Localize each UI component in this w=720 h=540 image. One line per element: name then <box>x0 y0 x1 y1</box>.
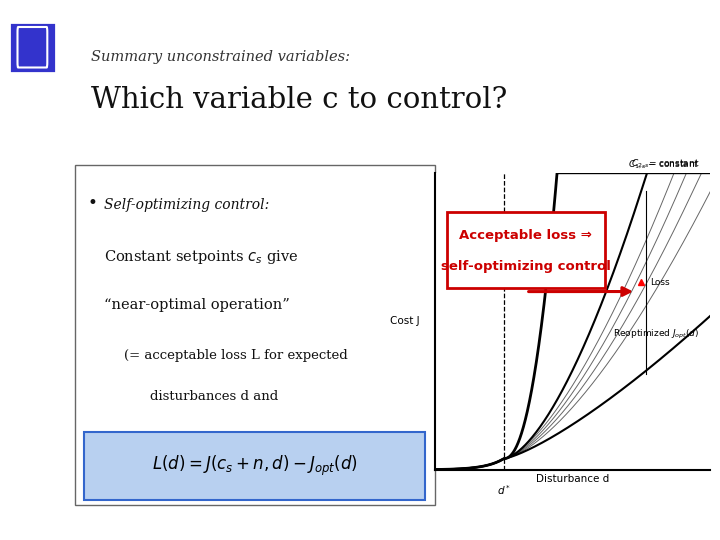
Text: $C_{2,s}$= constant: $C_{2,s}$= constant <box>631 158 699 170</box>
FancyBboxPatch shape <box>75 165 435 505</box>
FancyBboxPatch shape <box>17 27 48 68</box>
X-axis label: Disturbance d: Disturbance d <box>536 474 609 484</box>
Text: Summary unconstrained variables:: Summary unconstrained variables: <box>91 50 350 64</box>
Text: $L(d) = J(c_s + n, d) - J_{opt}(d)$: $L(d) = J(c_s + n, d) - J_{opt}(d)$ <box>152 454 358 478</box>
Text: Which variable c to control?: Which variable c to control? <box>91 86 508 114</box>
Text: Constant setpoints $c_s$ give: Constant setpoints $c_s$ give <box>104 247 299 266</box>
FancyBboxPatch shape <box>84 432 426 500</box>
Text: (= acceptable loss L for expected: (= acceptable loss L for expected <box>124 349 348 362</box>
Text: Self-optimizing control:: Self-optimizing control: <box>104 198 269 212</box>
Text: NTNU: NTNU <box>23 190 42 242</box>
Text: self-optimizing control: self-optimizing control <box>441 260 611 273</box>
Text: $d^*$: $d^*$ <box>497 483 511 497</box>
Text: •: • <box>88 193 98 212</box>
Text: $C_{1,s}$ − constant: $C_{1,s}$ − constant <box>628 159 699 171</box>
Text: Reoptimized $J_{opt}(d)$: Reoptimized $J_{opt}(d)$ <box>613 328 699 341</box>
Text: 48: 48 <box>24 507 40 519</box>
Text: disturbances d and: disturbances d and <box>150 390 278 403</box>
FancyBboxPatch shape <box>9 22 55 73</box>
FancyBboxPatch shape <box>446 212 605 288</box>
Text: “near-optimal operation”: “near-optimal operation” <box>104 298 290 312</box>
Text: Acceptable loss ⇒: Acceptable loss ⇒ <box>459 228 593 241</box>
Text: implementation errors n): implementation errors n) <box>150 431 318 444</box>
Text: Loss: Loss <box>649 278 670 287</box>
Y-axis label: Cost J: Cost J <box>390 316 419 326</box>
